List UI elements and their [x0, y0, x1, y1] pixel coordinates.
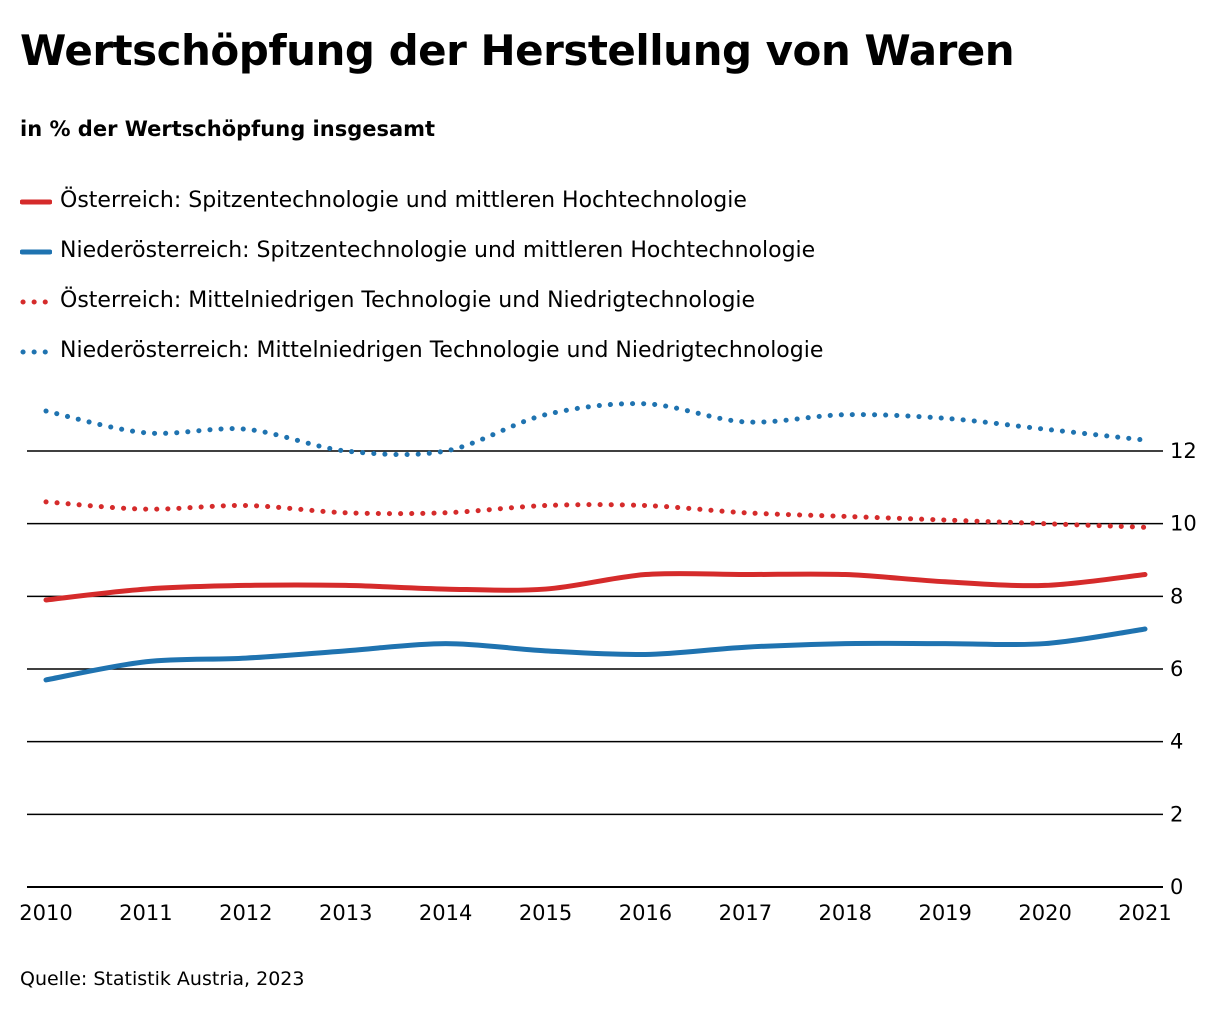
y-tick-label: 10: [1170, 512, 1197, 536]
x-tick-label: 2020: [1018, 901, 1071, 925]
legend-swatch-dotted-red: [20, 299, 52, 305]
chart-subtitle: in % der Wertschöpfung insgesamt: [20, 117, 436, 141]
x-tick-label: 2014: [419, 901, 472, 925]
legend-label: Niederösterreich: Mittelniedrigen Techno…: [60, 338, 824, 363]
x-tick-label: 2016: [619, 901, 672, 925]
chart-title: Wertschöpfung der Herstellung von Waren: [20, 26, 1015, 75]
y-tick-label: 0: [1170, 875, 1183, 899]
x-tick-label: 2015: [519, 901, 572, 925]
legend-swatch-dotted-blue: [20, 349, 52, 355]
series-line-red-dotted: [43, 499, 1148, 530]
x-tick-label: 2018: [819, 901, 872, 925]
y-tick-label: 8: [1170, 584, 1183, 608]
x-tick-label: 2012: [219, 901, 272, 925]
x-tick-label: 2010: [19, 901, 72, 925]
legend-swatch-solid-red: [20, 199, 52, 205]
y-tick-label: 6: [1170, 657, 1183, 681]
legend-item: Österreich: Mittelniedrigen Technologie …: [20, 283, 823, 333]
series-line-red-solid: [43, 571, 1148, 603]
legend: Österreich: Spitzentechnologie und mittl…: [20, 183, 823, 383]
y-tick-label: 12: [1170, 439, 1197, 463]
legend-item: Niederösterreich: Spitzentechnologie und…: [20, 233, 823, 283]
x-tick-label: 2013: [319, 901, 372, 925]
series-line-blue-solid: [43, 626, 1148, 683]
legend-item: Niederösterreich: Mittelniedrigen Techno…: [20, 333, 823, 383]
y-tick-label: 2: [1170, 802, 1183, 826]
legend-swatch-solid-blue: [20, 249, 52, 255]
series-line-blue-dotted: [43, 401, 1148, 458]
source-note: Quelle: Statistik Austria, 2023: [20, 968, 305, 990]
line-chart: 0 2 4 6 8 10 12 2010 2011 2012 2013 2014 2015 2016 201…: [19, 401, 1197, 925]
x-tick-label: 2021: [1118, 901, 1171, 925]
legend-item: Österreich: Spitzentechnologie und mittl…: [20, 183, 823, 233]
x-tick-label: 2017: [719, 901, 772, 925]
legend-label: Österreich: Mittelniedrigen Technologie …: [60, 288, 756, 313]
x-tick-label: 2011: [119, 901, 172, 925]
legend-label: Niederösterreich: Spitzentechnologie und…: [60, 238, 816, 263]
legend-label: Österreich: Spitzentechnologie und mittl…: [60, 188, 747, 213]
y-tick-label: 4: [1170, 730, 1183, 754]
x-tick-label: 2019: [918, 901, 971, 925]
